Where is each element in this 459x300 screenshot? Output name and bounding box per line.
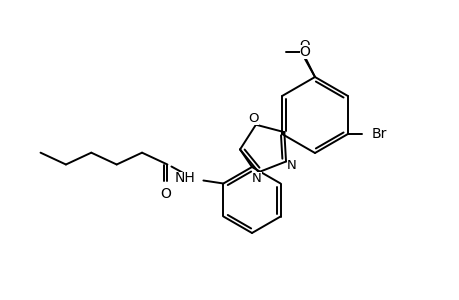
Text: NH: NH [174,172,195,185]
Text: N: N [252,172,261,185]
Text: N: N [286,159,296,172]
Text: Br: Br [371,127,386,141]
Text: O: O [299,39,309,52]
Text: O: O [299,45,310,59]
Text: O: O [160,188,171,202]
Text: O: O [247,112,258,125]
